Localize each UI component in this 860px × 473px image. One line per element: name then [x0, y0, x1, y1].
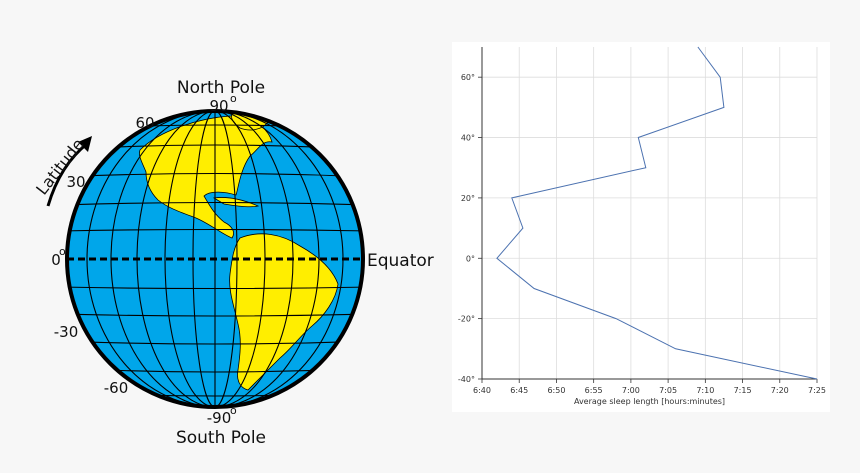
- north-pole-label: North Pole: [177, 78, 265, 98]
- y-tick-label: -40°: [458, 375, 475, 384]
- x-tick-label: 6:45: [510, 386, 528, 395]
- y-tick-label: -20°: [458, 315, 475, 324]
- latitude-globe-diagram: North Pole 90 o 60 30 0 o -30 -60 -90 o …: [32, 78, 434, 448]
- sleep-latitude-chart: 6:40 6:45 6:50 6:55 7:00 7:05 7:10 7:15 7:20 7:25…: [452, 42, 830, 412]
- sleep-series-line: [496, 46, 818, 380]
- lat-0-degree-mark: o: [59, 245, 66, 258]
- latitude-arrowhead-icon: [78, 136, 92, 152]
- lat-m90-label: -90: [207, 409, 232, 427]
- y-tick-label: 20°: [461, 194, 475, 203]
- lat-m90-degree-mark: o: [230, 404, 237, 417]
- y-tick-label: 0°: [466, 254, 475, 263]
- lat-60-label: 60: [135, 114, 154, 132]
- x-tick-label: 6:40: [473, 386, 491, 395]
- x-tick-label: 7:20: [771, 386, 789, 395]
- lat-90-degree-mark: o: [230, 92, 237, 105]
- equator-label: Equator: [367, 251, 434, 271]
- y-tick-label: 60°: [461, 73, 475, 82]
- x-tick-label: 6:55: [585, 386, 603, 395]
- lat-m30-label: -30: [54, 323, 79, 341]
- lat-0-label: 0: [51, 251, 61, 269]
- latitude-arrow: [46, 141, 89, 207]
- south-pole-label: South Pole: [176, 428, 266, 448]
- chart-plot: 6:40 6:45 6:50 6:55 7:00 7:05 7:10 7:15 7:20 7:25…: [458, 46, 826, 406]
- lat-30-label: 30: [66, 173, 85, 191]
- x-tick-label: 7:10: [696, 386, 714, 395]
- x-tick-label: 7:15: [734, 386, 752, 395]
- x-tick-label: 7:05: [659, 386, 677, 395]
- y-tick-label: 40°: [461, 134, 475, 143]
- x-tick-label: 7:25: [808, 386, 826, 395]
- lat-m60-label: -60: [104, 379, 129, 397]
- globe-outline: [65, 109, 365, 409]
- x-tick-label: 7:00: [622, 386, 640, 395]
- x-axis-label: Average sleep length [hours:minutes]: [574, 397, 725, 406]
- x-tick-label: 6:50: [547, 386, 565, 395]
- lat-90-label: 90: [209, 97, 228, 115]
